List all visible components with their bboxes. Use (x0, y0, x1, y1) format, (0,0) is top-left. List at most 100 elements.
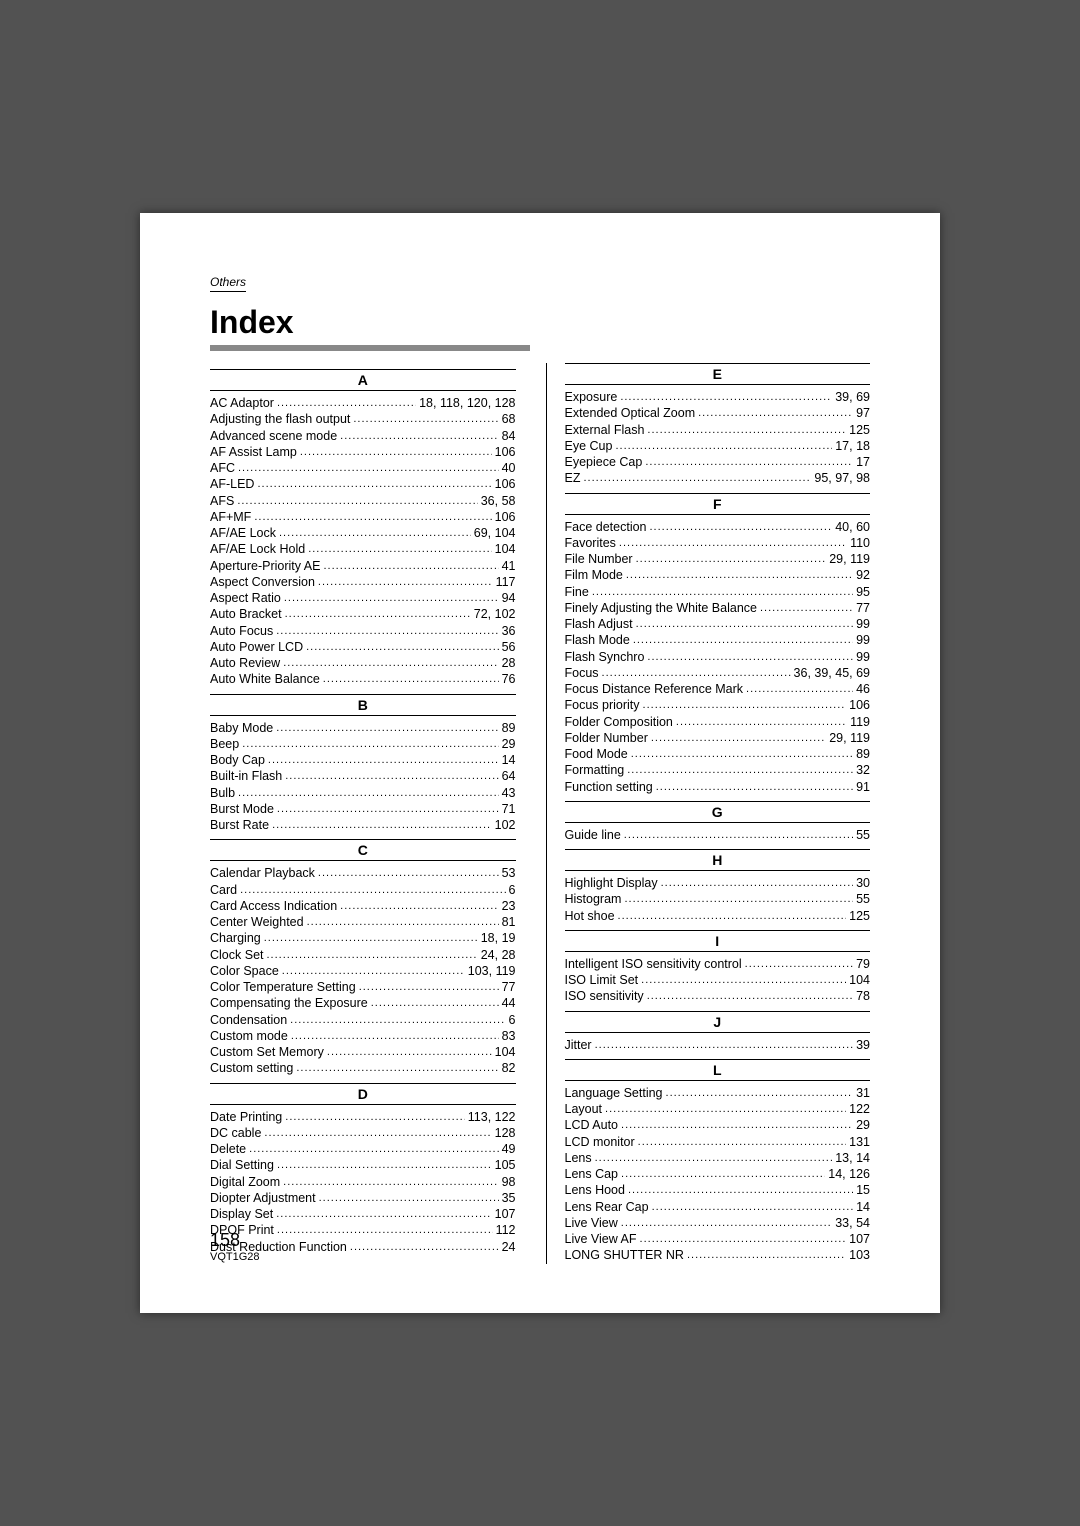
index-entry: Custom setting82 (210, 1060, 516, 1076)
index-entry: Custom mode83 (210, 1028, 516, 1044)
leader-dots (745, 956, 853, 972)
leader-dots (631, 746, 853, 762)
index-column-right: EExposure39, 69Extended Optical Zoom97Ex… (546, 363, 871, 1264)
index-entry: Film Mode92 (565, 567, 871, 583)
index-pages: 125 (849, 422, 870, 438)
leader-dots (277, 395, 416, 411)
index-entry: Built-in Flash64 (210, 768, 516, 784)
index-term: Auto Bracket (210, 606, 282, 622)
index-entry: Folder Composition119 (565, 714, 871, 730)
index-pages: 91 (856, 779, 870, 795)
index-pages: 89 (856, 746, 870, 762)
index-pages: 29, 119 (829, 730, 870, 746)
index-term: Body Cap (210, 752, 265, 768)
leader-dots (583, 470, 811, 486)
leader-dots (621, 1166, 825, 1182)
leader-dots (300, 444, 492, 460)
index-term: Compensating the Exposure (210, 995, 368, 1011)
index-column-left: AAC Adaptor18, 118, 120, 128Adjusting th… (210, 363, 516, 1264)
index-pages: 79 (856, 956, 870, 972)
index-term: Burst Mode (210, 801, 274, 817)
index-pages: 36 (502, 623, 516, 639)
index-entry: Diopter Adjustment35 (210, 1190, 516, 1206)
index-letter: D (210, 1084, 516, 1104)
index-entry: AF Assist Lamp106 (210, 444, 516, 460)
leader-dots (650, 519, 833, 535)
index-pages: 77 (856, 600, 870, 616)
leader-dots (353, 411, 498, 427)
index-entry: DC cable128 (210, 1125, 516, 1141)
index-pages: 55 (856, 827, 870, 843)
footer: 158 VQT1G28 (210, 1230, 260, 1263)
index-term: Adjusting the flash output (210, 411, 350, 427)
leader-dots (282, 963, 465, 979)
index-term: Bulb (210, 785, 235, 801)
index-entry: Adjusting the flash output68 (210, 411, 516, 427)
index-pages: 131 (849, 1134, 870, 1150)
index-entry: Card6 (210, 882, 516, 898)
leader-dots (264, 930, 478, 946)
index-pages: 71 (502, 801, 516, 817)
leader-dots (620, 389, 832, 405)
index-entry: AF+MF106 (210, 509, 516, 525)
index-pages: 29 (856, 1117, 870, 1133)
leader-dots (238, 785, 499, 801)
index-entry: Auto White Balance76 (210, 671, 516, 687)
index-pages: 6 (509, 1012, 516, 1028)
index-term: AFS (210, 493, 234, 509)
index-term: Lens Rear Cap (565, 1199, 649, 1215)
index-pages: 104 (495, 541, 516, 557)
leader-dots (624, 827, 853, 843)
leader-dots (249, 1141, 498, 1157)
index-entry: Compensating the Exposure44 (210, 995, 516, 1011)
index-term: Charging (210, 930, 261, 946)
index-pages: 14 (856, 1199, 870, 1215)
index-entry: LONG SHUTTER NR103 (565, 1247, 871, 1263)
index-entry: Auto Review28 (210, 655, 516, 671)
index-pages: 14 (502, 752, 516, 768)
page-title: Index (210, 304, 870, 341)
index-term: Focus (565, 665, 599, 681)
leader-dots (254, 509, 491, 525)
index-pages: 17 (856, 454, 870, 470)
leader-dots (319, 1190, 499, 1206)
index-pages: 128 (495, 1125, 516, 1141)
index-term: Live View AF (565, 1231, 637, 1247)
leader-dots (676, 714, 847, 730)
leader-dots (638, 1134, 846, 1150)
index-columns: AAC Adaptor18, 118, 120, 128Adjusting th… (210, 363, 870, 1264)
index-term: Folder Composition (565, 714, 673, 730)
index-term: Baby Mode (210, 720, 273, 736)
index-entry: Finely Adjusting the White Balance77 (565, 600, 871, 616)
index-pages: 81 (502, 914, 516, 930)
index-letter: H (565, 850, 871, 870)
index-term: Center Weighted (210, 914, 304, 930)
index-entry: Body Cap 14 (210, 752, 516, 768)
index-letter: J (565, 1012, 871, 1032)
leader-dots (618, 908, 847, 924)
leader-dots (698, 405, 853, 421)
title-bar (210, 345, 530, 351)
leader-dots (318, 865, 499, 881)
index-entry: AFS36, 58 (210, 493, 516, 509)
index-entry: Focus Distance Reference Mark46 (565, 681, 871, 697)
index-entry: Aspect Ratio94 (210, 590, 516, 606)
index-entry: AF/AE Lock69, 104 (210, 525, 516, 541)
index-term: Fine (565, 584, 589, 600)
leader-dots (257, 476, 491, 492)
index-entry: Clock Set24, 28 (210, 947, 516, 963)
leader-dots (296, 1060, 498, 1076)
index-entry: Burst Rate102 (210, 817, 516, 833)
index-term: Formatting (565, 762, 625, 778)
index-pages: 95, 97, 98 (814, 470, 870, 486)
index-term: Film Mode (565, 567, 623, 583)
index-pages: 107 (495, 1206, 516, 1222)
index-term: Custom mode (210, 1028, 288, 1044)
index-term: Lens Hood (565, 1182, 625, 1198)
index-entry: Center Weighted 81 (210, 914, 516, 930)
index-term: Date Printing (210, 1109, 282, 1125)
leader-dots (277, 1157, 492, 1173)
index-entry: Fine95 (565, 584, 871, 600)
index-term: Built-in Flash (210, 768, 282, 784)
index-section-header: E (565, 363, 871, 385)
